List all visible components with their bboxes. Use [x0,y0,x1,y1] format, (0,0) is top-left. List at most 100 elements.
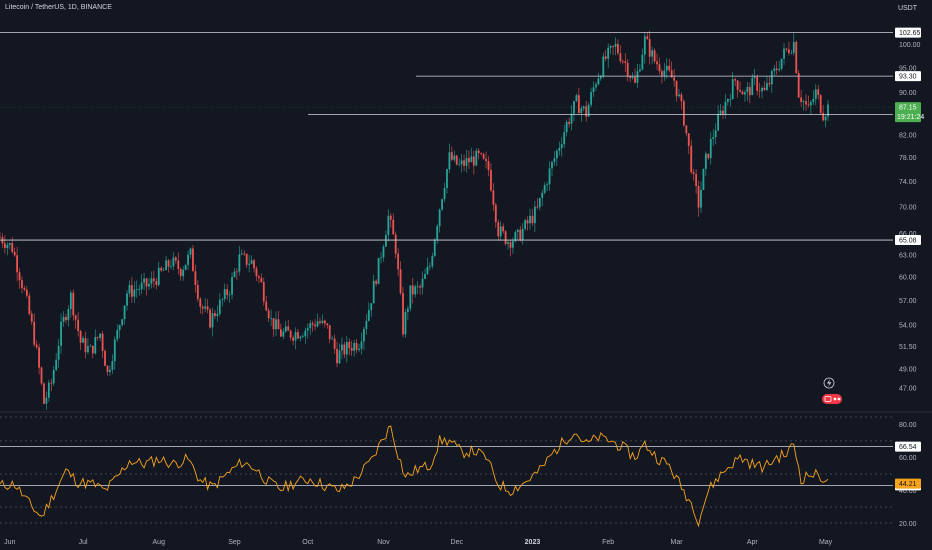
candle-body [270,318,273,319]
candle-body [575,95,578,102]
candle-body [455,155,458,165]
candle-body [704,153,707,169]
chart-title: Litecoin / TetherUS, 1D, BINANCE [5,4,112,11]
candle-body [99,333,102,338]
candle-body [69,292,72,309]
candle-body [194,271,197,285]
current-price-tag: 87.15 [899,105,917,112]
lightning-icon-bolt [827,379,832,387]
candle-body [25,289,28,296]
candle-body [482,153,485,159]
rsi-current-tag: 44.21 [899,481,917,488]
candle-body [189,248,192,255]
candle-body [626,62,629,77]
candle-body [55,359,58,371]
candle-body [433,239,436,256]
candle-body [656,61,658,65]
candle-body [472,156,475,166]
candle-body [370,303,373,311]
candle-body [79,331,82,343]
candle-body [568,121,570,124]
events-icon-dot [837,397,841,401]
candle-body [722,110,724,115]
candle-body [526,220,529,224]
candle-body [529,215,531,224]
candle-body [299,336,302,339]
candle-body [218,299,221,314]
candle-body [240,253,243,255]
candle-body [663,70,666,76]
price-level-tag: 102.65 [899,30,921,37]
candle-body [587,104,590,117]
candle-body [174,257,177,261]
candle-body [436,226,439,240]
candle-body [441,199,443,210]
candle-body [96,336,99,338]
candle-body [72,292,75,316]
candle-body [744,92,746,95]
candle-body [411,285,414,295]
candle-body [543,185,546,193]
candle-body [358,348,360,350]
candle-body [287,326,290,331]
candle-body [292,337,294,341]
candle-body [443,188,446,200]
candle-body [577,95,580,114]
candle-body [824,116,827,121]
candle-body [778,68,781,71]
candle-body [209,309,211,328]
candle-body [167,260,170,267]
candle-body [8,243,11,245]
candle-body [499,226,502,237]
candle-body [18,272,21,281]
candle-body [751,77,754,96]
candle-body [57,345,60,360]
candle-body [135,289,138,291]
candle-body [265,301,268,311]
candle-body [38,347,40,368]
price-level-tag: 65.08 [899,238,917,245]
candle-body [380,257,382,259]
candle-body [797,72,800,98]
price-axis-tick: 78.00 [899,155,917,162]
candle-body [106,365,109,372]
candle-body [170,266,172,268]
price-axis-tick: 54.00 [899,323,917,330]
candle-body [255,268,258,277]
candle-body [336,348,338,364]
candle-body [590,92,592,105]
time-axis-label: Jul [79,539,88,546]
candle-body [536,206,539,208]
candle-body [658,64,661,72]
candle-body [800,97,803,102]
candle-body [402,292,404,335]
candle-body [668,65,671,71]
candle-body [333,338,336,349]
price-axis-tick: 74.00 [899,179,917,186]
candle-body [160,267,163,271]
candle-body [741,91,744,95]
candle-body [631,76,634,78]
currency-label[interactable]: USDT [897,5,917,12]
candle-body [670,70,673,78]
candle-body [343,344,346,355]
rsi-line [0,425,829,528]
candle-body [739,90,741,92]
candle-body [494,204,497,223]
time-axis-label: Apr [747,539,759,546]
candle-body [734,79,737,81]
candle-body [758,90,761,92]
candle-body [394,234,397,254]
candle-body [121,319,124,326]
candle-body [446,169,448,189]
time-axis-label: Dec [451,539,464,546]
candle-body [40,367,43,384]
lightning-icon-ring [823,377,835,389]
candle-body [289,330,292,338]
candle-body [275,319,277,330]
candle-body [541,192,544,198]
candle-body [597,78,600,85]
rsi-current-tag-bg [895,478,921,489]
candle-body [724,101,727,115]
